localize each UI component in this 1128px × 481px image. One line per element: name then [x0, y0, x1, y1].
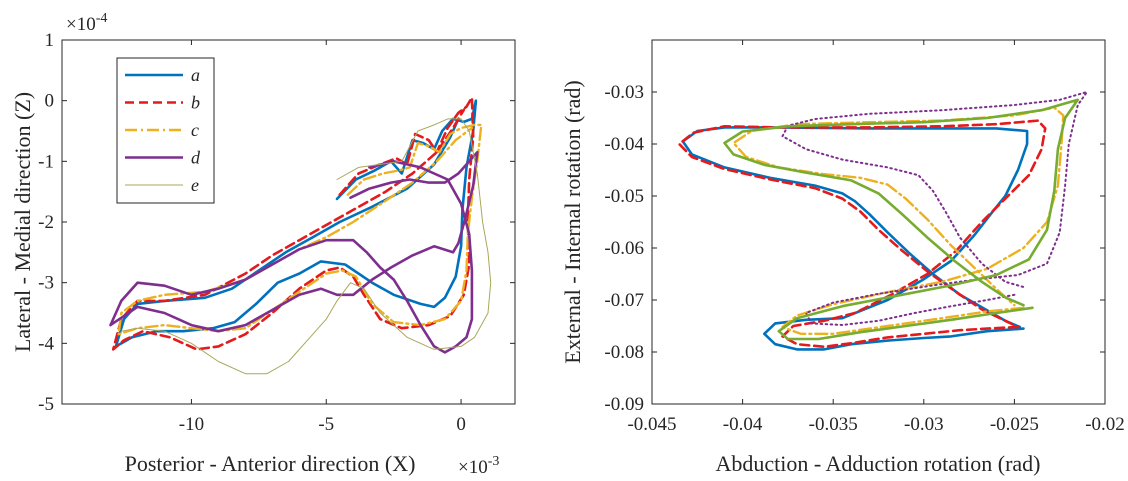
left-y-axis-label: Lateral - Medial direction (Z)	[10, 92, 35, 352]
right-series-c	[732, 106, 1065, 335]
left-y-tick-label: 1	[45, 30, 55, 51]
left-x-tick-label: -10	[179, 414, 204, 435]
right-x-tick-label: -0.025	[990, 414, 1039, 435]
legend-label-c: c	[191, 120, 199, 140]
left-y-exponent: ×10-4	[66, 11, 107, 35]
left-x-tick-label: 0	[456, 414, 466, 435]
left-series-a	[114, 99, 478, 348]
left-y-tick-label: -2	[38, 212, 54, 233]
left-y-tick-label: -1	[38, 151, 54, 172]
legend-label-b: b	[191, 93, 200, 113]
right-y-tick-label: -0.07	[604, 290, 644, 311]
legend-label-a: a	[191, 65, 200, 85]
legend-label-e: e	[191, 175, 199, 195]
right-x-tick-label: -0.035	[809, 414, 858, 435]
left-axis-ticks: -10 -5 0 1 0 -1 -2 -3 -4 -5	[38, 30, 515, 435]
right-y-tick-label: -0.03	[604, 82, 644, 103]
left-x-axis-label: Posterior - Anterior direction (X)	[125, 451, 416, 476]
left-x-exponent-power: -3	[488, 454, 500, 469]
right-x-axis-label: Abduction - Adduction rotation (rad)	[715, 451, 1040, 476]
right-x-tick-label: -0.03	[904, 414, 944, 435]
left-y-tick-label: -5	[38, 394, 54, 415]
right-series-e	[723, 98, 1080, 341]
left-y-tick-label: -4	[38, 333, 54, 354]
right-series-d	[781, 91, 1088, 326]
right-y-tick-label: -0.08	[604, 342, 644, 363]
left-y-exponent-power: -4	[96, 11, 108, 26]
left-series-d	[109, 150, 479, 354]
left-y-tick-label: 0	[45, 91, 55, 112]
right-series-b	[677, 119, 1047, 349]
left-y-exponent-base: ×10	[66, 14, 96, 35]
right-y-tick-label: -0.04	[604, 134, 644, 155]
right-y-tick-label: -0.05	[604, 186, 644, 207]
right-x-tick-label: -0.04	[723, 414, 763, 435]
left-x-tick-label: -5	[318, 414, 334, 435]
left-trajectory-chart: -10 -5 010-1-2-3-4-5 ×10-3 ×10-4 Posterior…	[10, 11, 516, 478]
right-x-tick-label: -0.045	[627, 414, 676, 435]
legend-label-d: d	[191, 148, 201, 168]
right-x-tick-label: -0.02	[1085, 414, 1125, 435]
right-y-tick-label: -0.06	[604, 238, 644, 259]
left-x-exponent-base: ×10	[458, 457, 488, 478]
right-series-group	[677, 91, 1088, 351]
right-plot-frame	[651, 39, 1106, 405]
left-series-group	[109, 96, 492, 375]
right-y-tick-label: -0.09	[604, 394, 644, 415]
left-y-tick-label: -3	[38, 273, 54, 294]
left-x-exponent: ×10-3	[458, 454, 499, 478]
right-axis-ticks: -0.045 -0.04 -0.035 -0.03 -0.025 -0.02 -0.03 -0…	[604, 40, 1125, 435]
left-series-b	[111, 96, 475, 351]
right-series-a	[681, 126, 1029, 351]
right-y-axis-label: External - Internal rotation (rad)	[560, 80, 585, 363]
right-rotation-chart: -0.045 -0.04 -0.035 -0.03 -0.025 -0.02 -0.03 -0…	[560, 39, 1125, 476]
left-series-e	[120, 118, 492, 375]
